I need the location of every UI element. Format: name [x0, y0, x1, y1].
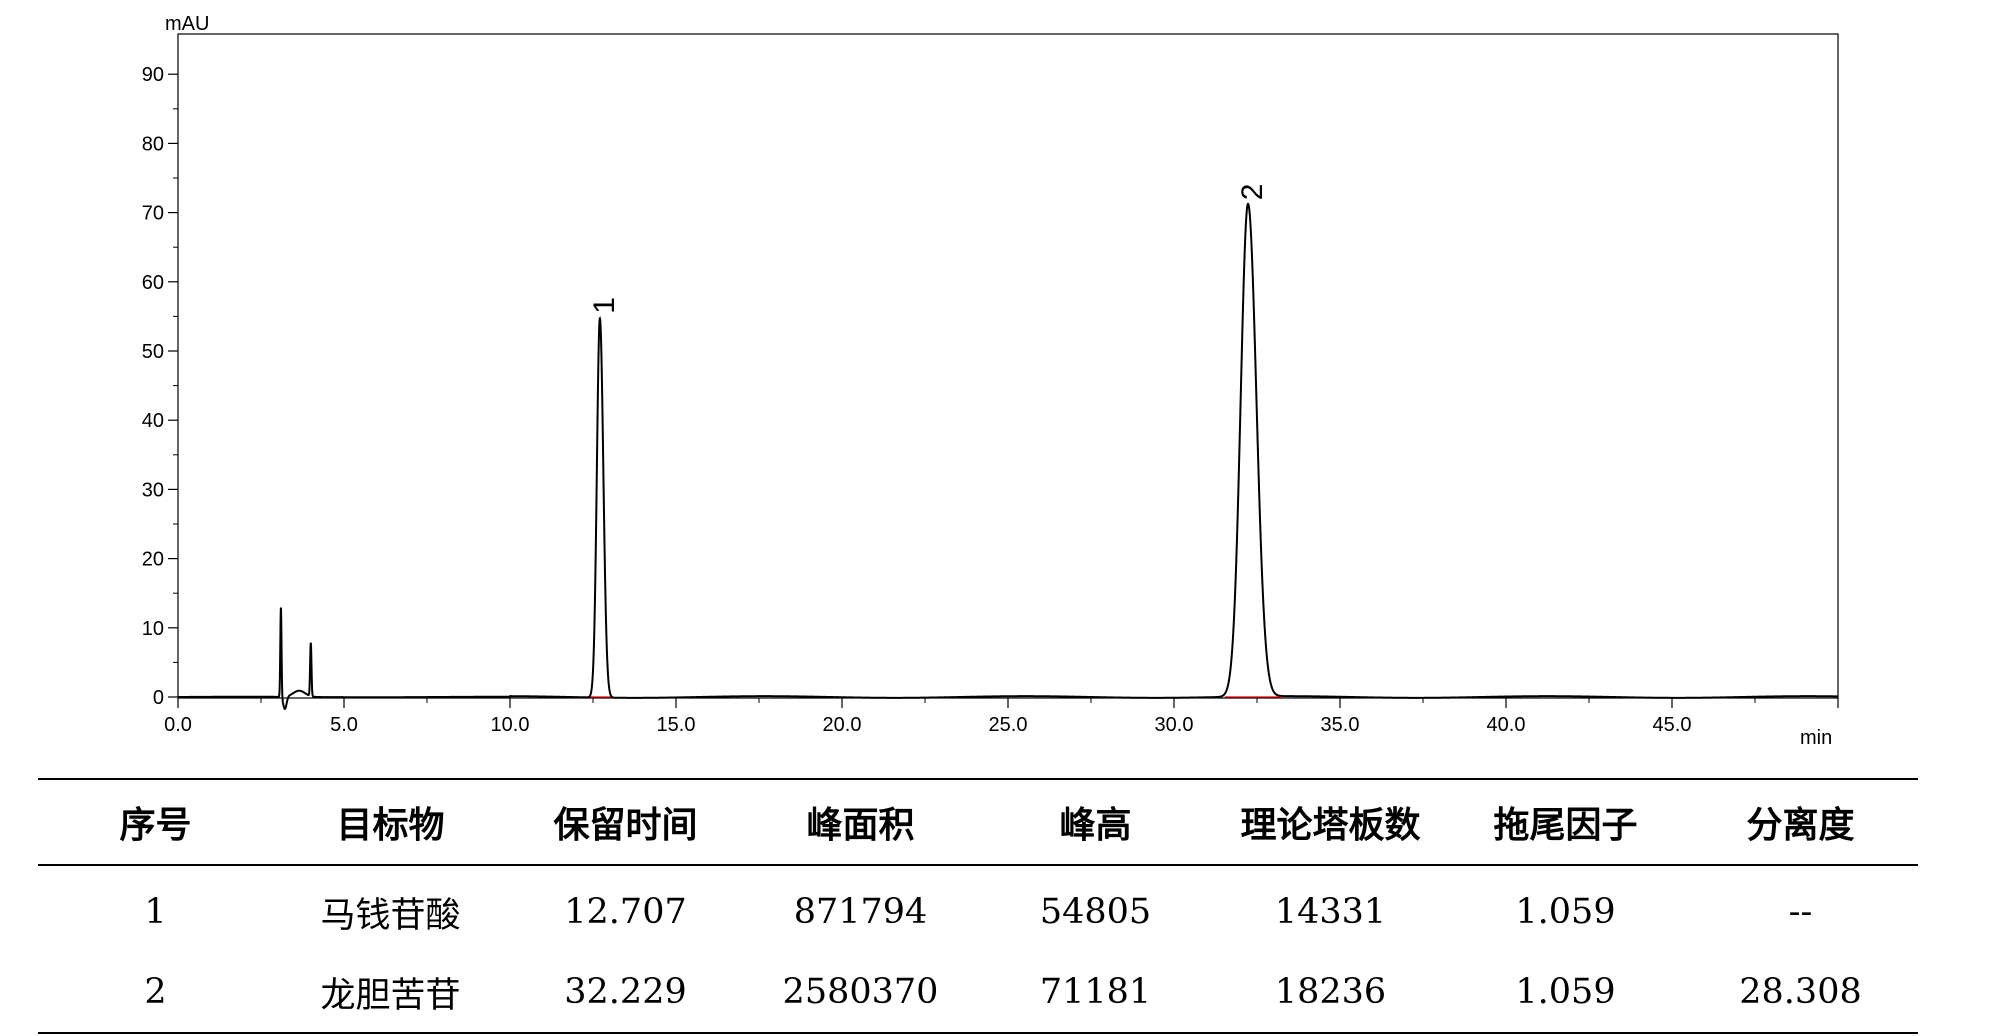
cell-analyte: 马钱苷酸 [320, 895, 461, 936]
x-tick-label: 25.0 [989, 714, 1028, 736]
cell-no: 2 [144, 972, 167, 1012]
y-tick-label: 50 [142, 341, 164, 363]
y-tick-label: 30 [142, 479, 164, 501]
cell-analyte: 龙胆苦苷 [320, 975, 461, 1016]
table-header-row: 序号 目标物 保留时间 峰面积 峰高 理论塔板数 拖尾因子 分离度 [38, 779, 1918, 865]
cell-no: 1 [144, 892, 167, 932]
cell-resolution: 28.308 [1739, 972, 1862, 1012]
cell-retention-time: 32.229 [564, 972, 687, 1012]
chromatogram-trace [178, 202, 1838, 710]
plot-frame [177, 33, 1839, 699]
y-tick-label: 60 [142, 272, 164, 294]
cell-peak-area: 871794 [793, 892, 928, 932]
peak-results-table: 序号 目标物 保留时间 峰面积 峰高 理论塔板数 拖尾因子 分离度 1 马钱苷酸… [38, 778, 1918, 1034]
peak-label: 1 [588, 297, 621, 314]
x-tick-label: 15.0 [657, 714, 696, 736]
y-tick-label: 10 [142, 618, 164, 640]
cell-peak-height: 54805 [1039, 892, 1152, 932]
y-axis-unit-label: mAU [165, 13, 209, 35]
chromatogram-chart: 0 10 20 30 40 50 60 70 80 90 0.0 5.0 10.0 15.0 20.0 25… [142, 13, 1839, 749]
y-tick-label: 90 [142, 64, 164, 86]
header-tailing-factor: 拖尾因子 [1493, 805, 1638, 846]
cell-plate-number: 14331 [1274, 892, 1387, 932]
table-row: 1 马钱苷酸 12.707 871794 54805 14331 1.059 -… [38, 865, 1918, 952]
cell-tailing-factor: 1.059 [1515, 892, 1616, 932]
cell-retention-time: 12.707 [564, 892, 687, 932]
header-retention-time: 保留时间 [553, 805, 698, 846]
x-axis: 0.0 5.0 10.0 15.0 20.0 25.0 30.0 35.0 40.0 45.0 [164, 698, 1839, 736]
table-row: 2 龙胆苦苷 32.229 2580370 71181 18236 1.059 … [38, 952, 1918, 1033]
y-axis: 0 10 20 30 40 50 60 70 80 90 [142, 64, 178, 709]
y-tick-label: 40 [142, 410, 164, 432]
y-tick-label: 20 [142, 549, 164, 571]
header-no: 序号 [119, 805, 192, 846]
x-tick-label: 30.0 [1155, 714, 1194, 736]
x-tick-label: 10.0 [491, 714, 530, 736]
x-tick-label: 20.0 [823, 714, 862, 736]
cell-tailing-factor: 1.059 [1515, 972, 1616, 1012]
x-tick-label: 5.0 [330, 714, 358, 736]
header-resolution: 分离度 [1746, 805, 1855, 846]
y-tick-label: 80 [142, 133, 164, 155]
x-tick-label: 45.0 [1653, 714, 1692, 736]
x-axis-unit-label: min [1800, 727, 1832, 749]
cell-peak-area: 2580370 [782, 972, 939, 1012]
header-peak-area: 峰面积 [806, 805, 915, 846]
y-tick-label: 0 [153, 687, 164, 709]
x-tick-label: 40.0 [1487, 714, 1526, 736]
cell-peak-height: 71181 [1039, 972, 1152, 1012]
x-tick-label: 0.0 [164, 714, 192, 736]
header-plate-number: 理论塔板数 [1240, 805, 1421, 846]
header-peak-height: 峰高 [1059, 805, 1132, 846]
header-analyte: 目标物 [336, 805, 445, 846]
cell-resolution: -- [1788, 892, 1813, 932]
peak-label: 2 [1236, 184, 1269, 201]
cell-plate-number: 18236 [1274, 972, 1387, 1012]
x-tick-label: 35.0 [1321, 714, 1360, 736]
peak-labels: 12 [588, 184, 1269, 314]
y-tick-label: 70 [142, 203, 164, 225]
